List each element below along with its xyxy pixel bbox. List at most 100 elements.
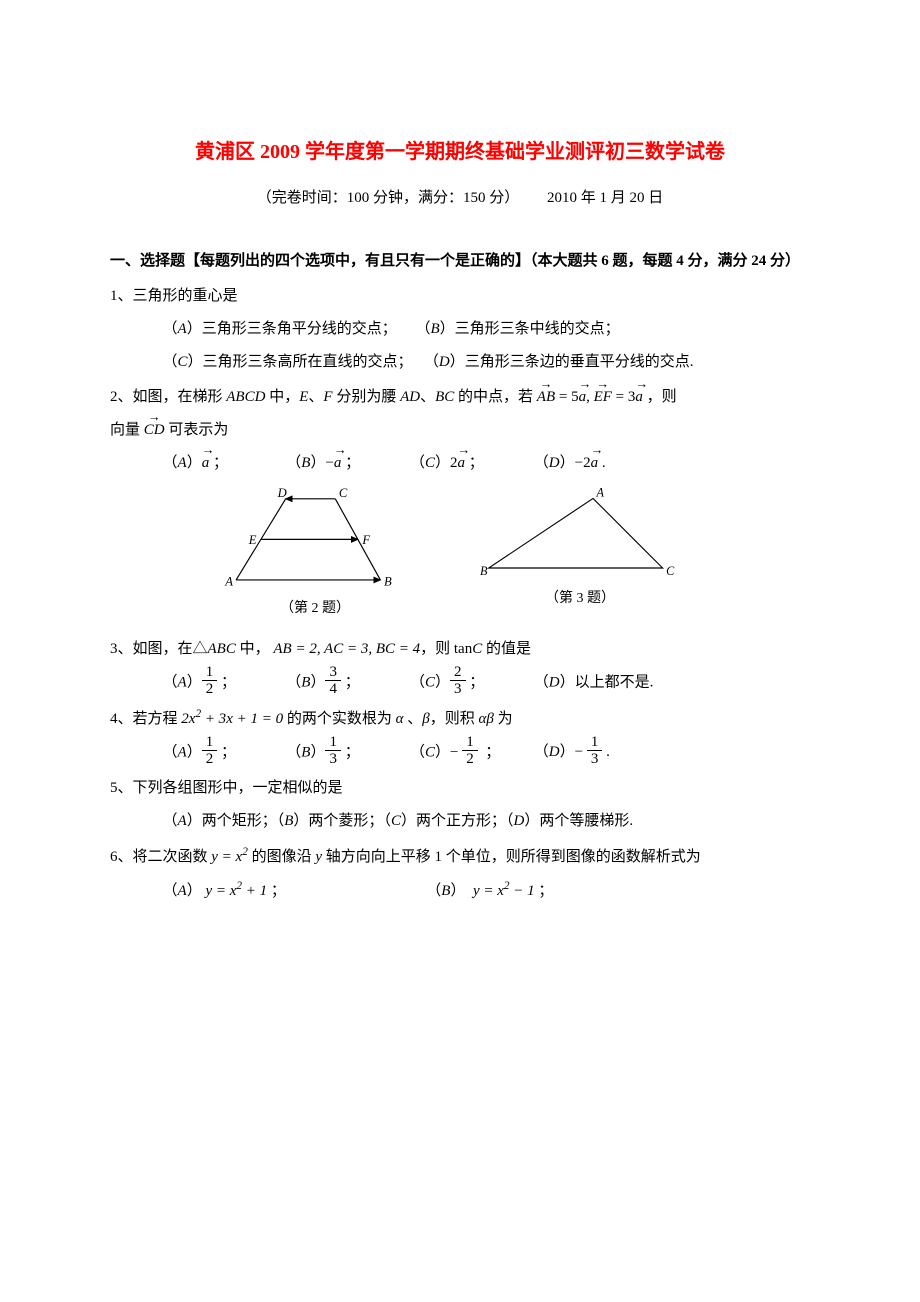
q4-Ad: 2: [202, 751, 218, 768]
q4-An: 1: [202, 734, 218, 752]
q2-abcd: ABCD: [226, 389, 265, 405]
opt-A-label: A: [178, 321, 187, 337]
svg-text:F: F: [361, 533, 370, 547]
q1-C: 三角形三条高所在直线的交点；: [203, 354, 413, 370]
question-6: 6、将二次函数 y = x2 的图像沿 y 轴方向向上平移 1 个单位，则所得到…: [110, 840, 810, 908]
svg-text:B: B: [384, 574, 392, 588]
vec-AB: AB: [537, 381, 555, 414]
figures-row: A B D C E F （第 2 题） A B C: [220, 488, 810, 625]
figure-3: A B C （第 3 题）: [470, 488, 690, 625]
q2-lC: C: [425, 455, 435, 471]
q2-B: a: [334, 447, 342, 480]
exam-date: 2010 年 1 月 20 日: [547, 190, 663, 206]
q3-lC: C: [425, 674, 435, 690]
q2-lB: B: [301, 455, 310, 471]
q4-t1: 4、若方程: [110, 711, 181, 727]
q5-lB: B: [284, 813, 293, 829]
svg-text:D: D: [277, 488, 287, 500]
q3-Cd: 3: [450, 681, 466, 698]
section-1-heading: 一、选择题【每题列出的四个选项中，有且只有一个是正确的】（本大题共 6 题，每题…: [110, 245, 810, 278]
q5-A: 两个矩形；: [202, 813, 277, 829]
svg-text:E: E: [248, 533, 257, 547]
q3-Ad: 2: [202, 681, 218, 698]
q4-t2: 的两个实数根为: [283, 711, 396, 727]
question-3: 3、如图，在△ABC 中， AB = 2, AC = 3, BC = 4，则 t…: [110, 633, 810, 700]
q4-lC: C: [425, 744, 435, 760]
q2-BC: BC: [435, 389, 454, 405]
svg-text:B: B: [480, 564, 488, 578]
q4-stem: 4、若方程 2x2 + 3x + 1 = 0 的两个实数根为 α 、β，则积 α…: [110, 702, 810, 736]
q3-t2: 中，: [236, 641, 270, 657]
q4-Cd: 2: [462, 751, 478, 768]
q3-t3: ，则 tan: [420, 641, 472, 657]
q5-D: 两个等腰梯形.: [539, 813, 633, 829]
q5-stem: 5、下列各组图形中，一定相似的是: [110, 772, 810, 805]
q4-Dd: 3: [587, 751, 603, 768]
q4-t3: 、: [404, 711, 423, 727]
q3-options: （A）12 ； （B）34 ； （C）23 ； （D）以上都不是.: [110, 666, 810, 700]
vec-CD: CD: [144, 414, 165, 447]
q6-eq: y = x2: [211, 849, 248, 865]
q2-t4: 分别为腰: [333, 389, 401, 405]
q6-y: y: [315, 849, 322, 865]
q2-A: a: [202, 447, 210, 480]
q5-lC: C: [391, 813, 401, 829]
q3-t1: 3、如图，在△: [110, 641, 208, 657]
q6-stem: 6、将二次函数 y = x2 的图像沿 y 轴方向向上平移 1 个单位，则所得到…: [110, 840, 810, 874]
q2-D: a: [591, 447, 599, 480]
vec-EF: EF: [594, 381, 612, 414]
q5-lA: A: [178, 813, 187, 829]
q3-t4: 的值是: [482, 641, 531, 657]
q1-D: 三角形三条边的垂直平分线的交点.: [465, 354, 694, 370]
opt-B-label: B: [430, 321, 439, 337]
q3-Bn: 3: [325, 664, 341, 682]
q3-stem: 3、如图，在△ABC 中， AB = 2, AC = 3, BC = 4，则 t…: [110, 633, 810, 666]
q6-B: y = x2 − 1: [473, 883, 535, 899]
q3-Cn: 2: [450, 664, 466, 682]
q4-lB: B: [301, 744, 310, 760]
q3-lB: B: [301, 674, 310, 690]
q6-options: （A） y = x2 + 1 ； （B） y = x2 − 1 ；: [110, 874, 810, 908]
q4-t4: ，则积: [430, 711, 479, 727]
q4-options: （A）12 ； （B）13 ； （C）− 12 ； （D）− 13 .: [110, 736, 810, 770]
q2-t8: 可表示为: [165, 422, 229, 438]
q6-lA: A: [178, 883, 187, 899]
q6-t3: 轴方向向上平移 1 个单位，则所得到图像的函数解析式为: [322, 849, 701, 865]
q3-abc: ABC: [208, 641, 236, 657]
q2-t1: 2、如图，在梯形: [110, 389, 226, 405]
q5-C: 两个正方形；: [416, 813, 506, 829]
q4-b: β: [422, 711, 429, 727]
q1-options-row2: （C）三角形三条高所在直线的交点； （D）三角形三条边的垂直平分线的交点.: [110, 346, 810, 379]
q2-AD: AD: [400, 389, 420, 405]
q4-t5: 为: [494, 711, 513, 727]
svg-text:C: C: [339, 488, 348, 500]
question-1: 1、三角形的重心是 （A）三角形三条角平分线的交点； （B）三角形三条中线的交点…: [110, 280, 810, 379]
fig3-caption: （第 3 题）: [470, 584, 690, 615]
q4-Bd: 3: [325, 751, 341, 768]
q6-t2: 的图像沿: [248, 849, 316, 865]
question-2: 2、如图，在梯形 ABCD 中，E、F 分别为腰 AD、BC 的中点，若 AB …: [110, 381, 810, 625]
exam-title: 黄浦区 2009 学年度第一学期期终基础学业测评初三数学试卷: [110, 130, 810, 174]
q2-C: a: [458, 447, 466, 480]
q3-Bd: 4: [325, 681, 341, 698]
q1-stem: 1、三角形的重心是: [110, 280, 810, 313]
q2-t7: 向量: [110, 422, 144, 438]
q3-Cvar: C: [472, 641, 482, 657]
q3-eq: AB = 2, AC = 3, BC = 4: [273, 641, 420, 657]
q5-B: 两个菱形；: [308, 813, 383, 829]
vec-a2: a: [635, 381, 643, 414]
q2-t3: 、: [308, 389, 323, 405]
q4-Bn: 1: [325, 734, 341, 752]
q2-E: E: [299, 389, 308, 405]
opt-D-label: D: [439, 354, 450, 370]
vec-a1: a: [579, 381, 587, 414]
q2-t2: 中，: [265, 389, 299, 405]
q3-lA: A: [178, 674, 187, 690]
q4-lD: D: [549, 744, 560, 760]
q6-A: y = x2 + 1: [205, 883, 267, 899]
svg-text:A: A: [596, 488, 605, 500]
q2-stem: 2、如图，在梯形 ABCD 中，E、F 分别为腰 AD、BC 的中点，若 AB …: [110, 381, 810, 414]
q6-t1: 6、将二次函数: [110, 849, 211, 865]
q1-A: 三角形三条角平分线的交点；: [202, 321, 397, 337]
q2-options: （A）a ； （B）−a ； （C）2a ； （D）−2a .: [110, 447, 810, 480]
